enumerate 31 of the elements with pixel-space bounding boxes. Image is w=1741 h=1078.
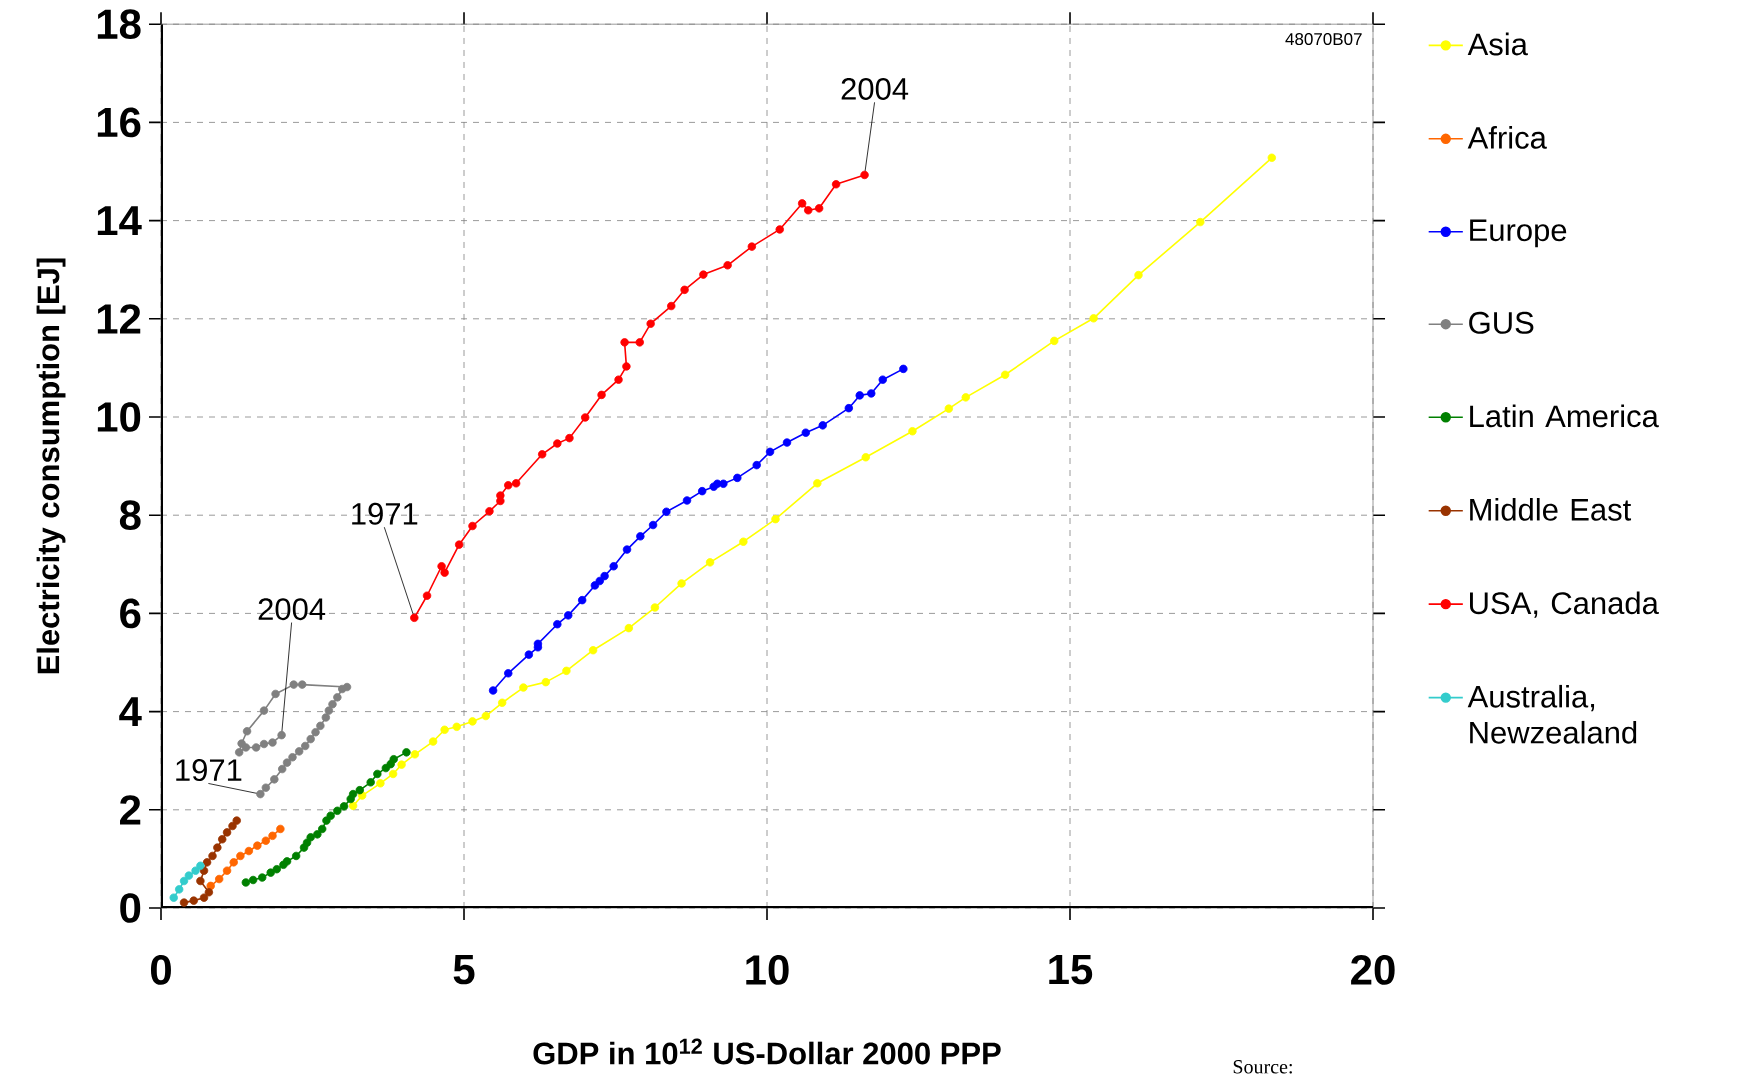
y-tick-label: 18 [97, 9, 141, 40]
legend-label: Latin America [1470, 404, 1659, 428]
y-tick-label: 12 [97, 304, 141, 334]
source-note: Source: [1233, 1060, 1292, 1074]
legend-label: GUS [1469, 311, 1534, 334]
x-tick-label: 20 [1351, 955, 1395, 985]
annotation: 48070B07 [1285, 33, 1362, 46]
annotation: 1971 [352, 502, 418, 525]
x-tick-label: 15 [1049, 955, 1093, 985]
legend-label: Middle East [1470, 497, 1632, 521]
legend-label: Asia [1467, 32, 1528, 56]
y-tick-label: 10 [97, 402, 141, 432]
y-tick-label: 8 [119, 500, 141, 531]
y-tick-label: 2 [120, 795, 141, 825]
y-axis-title: Electricity consumption [EJ] [36, 258, 66, 674]
legend-label: Australia, Newzealand [1467, 684, 1637, 744]
x-tick-label: 10 [746, 955, 789, 985]
x-tick-label: 5 [453, 955, 475, 985]
y-tick-label: 0 [120, 893, 141, 923]
x-axis-title: GDP in 10$^{12}$ US-Dollar 2000 PPP [533, 1038, 1001, 1065]
legend-label: Europe [1470, 219, 1567, 248]
legend-label: USA, Canada [1470, 591, 1659, 618]
y-tick-label: 4 [119, 697, 142, 727]
annotation: 2004 [258, 598, 326, 621]
annotation: 2004 [841, 77, 909, 100]
y-tick-label: 16 [97, 107, 141, 138]
x-tick-label: 0 [150, 955, 171, 985]
annotation: 1971 [176, 759, 242, 782]
legend-label: Africa [1467, 126, 1547, 149]
y-tick-label: 14 [97, 206, 142, 236]
y-tick-label: 6 [120, 598, 141, 629]
